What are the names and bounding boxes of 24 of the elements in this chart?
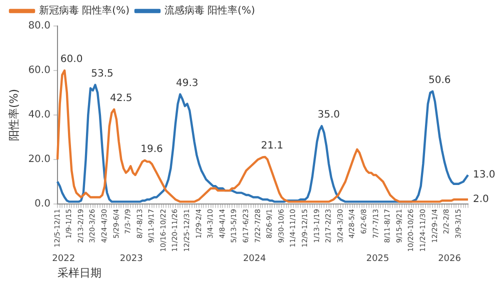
y-tick-label: 40.0: [28, 110, 50, 121]
y-tick-label: 20.0: [28, 154, 50, 166]
data-label: 2.0: [473, 194, 489, 206]
data-label: 53.5: [91, 68, 114, 80]
y-tick-label: 60.0: [28, 65, 50, 76]
data-label: 50.6: [428, 74, 451, 86]
legend-label: 流感病毒 阳性率(%): [164, 4, 256, 17]
text: 2026: [438, 254, 462, 264]
text: 2025: [366, 254, 390, 264]
data-label: 13.0: [473, 170, 496, 181]
legend-label: 新冠病毒 阳性率(%): [39, 4, 130, 17]
y-tick-label: 0.0: [34, 198, 50, 210]
data-label: 60.0: [60, 54, 83, 66]
text: 2022: [52, 254, 76, 264]
data-label: 42.5: [110, 93, 132, 104]
text: 2023: [120, 254, 143, 264]
y-axis-title: 阳性率(%): [7, 88, 20, 141]
text: 2024: [243, 254, 266, 264]
data-label: 21.1: [260, 140, 284, 152]
y-tick-label: 80.0: [28, 20, 50, 32]
data-label: 35.0: [318, 110, 340, 121]
data-label: 19.6: [140, 144, 163, 155]
x-axis-title: 采样日期: [57, 266, 102, 280]
data-label: 49.3: [176, 78, 198, 89]
